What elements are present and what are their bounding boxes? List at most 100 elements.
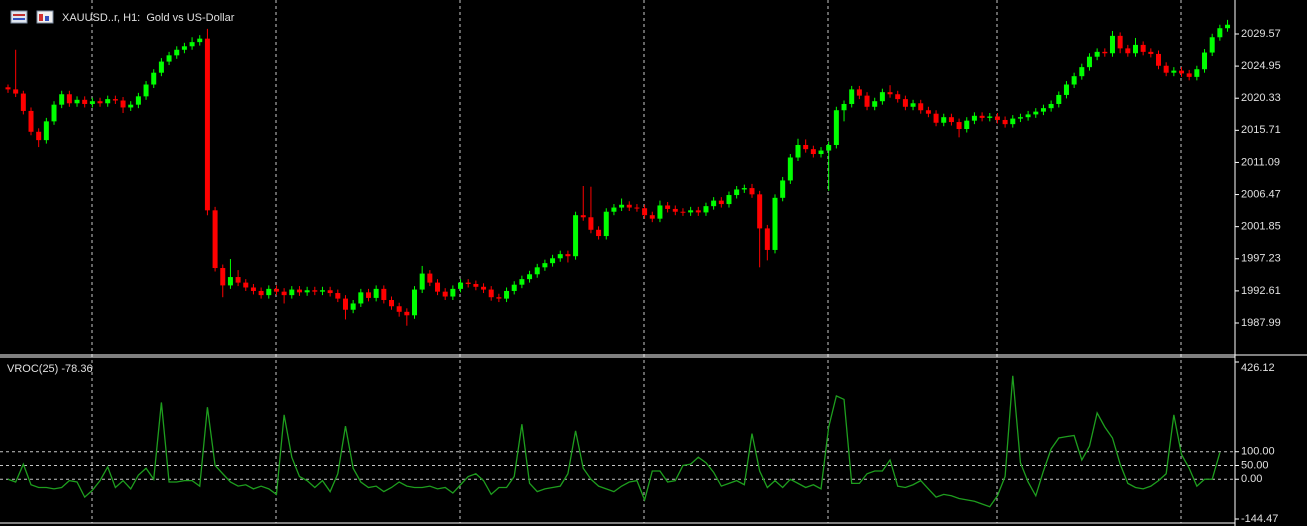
candle-body (296, 289, 302, 293)
candle-body (611, 207, 617, 212)
candle-body (419, 273, 425, 290)
candle-body (772, 197, 778, 250)
candle-body (902, 99, 908, 107)
candle-body (711, 200, 717, 207)
candle-body (734, 189, 740, 196)
candle-body (488, 289, 494, 298)
candle-body (105, 99, 111, 104)
candle-body (250, 287, 256, 291)
candle-body (227, 277, 233, 286)
candle-body (810, 149, 816, 155)
candle-body (1209, 37, 1215, 53)
candle-body (649, 215, 655, 219)
candle-body (319, 290, 325, 292)
candle-body (74, 99, 80, 104)
y-tick-label: 2020.33 (1241, 92, 1281, 104)
candle-body (542, 263, 548, 268)
candle-body (1071, 76, 1077, 85)
candle-body (979, 115, 985, 118)
candle-body (573, 215, 579, 257)
candle-body (473, 284, 479, 287)
candle-body (1148, 51, 1154, 54)
candle-body (749, 188, 755, 195)
candle-body (833, 110, 839, 145)
candle-body (36, 131, 42, 141)
candle-body (994, 116, 1000, 120)
candle-body (879, 92, 885, 102)
candle-body (1017, 117, 1023, 119)
y-tick-label: -144.47 (1241, 513, 1278, 525)
candle-body (442, 291, 448, 297)
candle-body (580, 215, 586, 218)
candle-body (603, 211, 609, 237)
candle-body (826, 144, 832, 151)
y-tick-label: 0.00 (1241, 473, 1262, 485)
candle-body (803, 144, 809, 150)
candle-body (135, 96, 141, 105)
candle-body (910, 103, 916, 107)
candle-body (795, 144, 801, 158)
y-tick-label: 2015.71 (1241, 124, 1281, 136)
candle-body (1025, 114, 1031, 118)
candle-body (1179, 70, 1185, 74)
icon (10, 10, 28, 24)
candle-body (481, 286, 487, 290)
candle-body (619, 204, 625, 208)
candle-body (335, 293, 341, 299)
candle-body (718, 200, 724, 205)
candle-body (918, 103, 924, 111)
candle-body (695, 210, 701, 213)
candle-body (626, 204, 632, 208)
candle-body (189, 42, 195, 47)
candle-body (596, 229, 602, 237)
candle-body (389, 299, 394, 307)
candle-body (89, 101, 95, 104)
candle-body (143, 84, 149, 97)
candle-body (1186, 73, 1192, 77)
candle-body (396, 306, 402, 312)
candle-body (665, 205, 671, 209)
candle-body (435, 282, 441, 292)
candle-body (780, 180, 786, 198)
candle-body (1079, 67, 1085, 77)
candle-body (266, 288, 272, 296)
candle-body (365, 292, 371, 298)
candle-body (565, 254, 571, 257)
candle-body (941, 117, 947, 123)
candle-body (1040, 108, 1046, 112)
candle-body (634, 207, 640, 209)
candle-body (642, 208, 648, 216)
candle-body (703, 206, 709, 213)
y-tick-label: 50.00 (1241, 459, 1269, 471)
candle-body (672, 208, 678, 212)
candle-body (1202, 52, 1208, 70)
icon-part (39, 14, 43, 21)
candle-body (43, 121, 49, 141)
candle-body (856, 89, 862, 96)
candle-body (588, 217, 594, 230)
candle-body (657, 205, 663, 219)
candle-body (1117, 35, 1123, 49)
candle-body (1194, 69, 1200, 77)
candle-body (342, 298, 348, 310)
candle-body (887, 92, 893, 95)
candle-body (427, 273, 433, 283)
candle-body (1156, 53, 1161, 66)
candle-body (312, 290, 318, 292)
candle-body (1048, 103, 1054, 109)
candle-body (166, 55, 172, 62)
candle-body (1094, 51, 1100, 57)
candle-body (220, 268, 226, 286)
candle-body (158, 61, 164, 73)
candle-body (680, 211, 686, 213)
candle-body (1132, 44, 1138, 54)
candle-body (511, 284, 517, 291)
candle-body (1217, 28, 1223, 38)
candle-body (519, 279, 525, 285)
candle-body (258, 290, 264, 296)
candle-body (688, 210, 694, 213)
y-tick-label: 2011.09 (1241, 156, 1280, 168)
candle-body (120, 100, 126, 108)
